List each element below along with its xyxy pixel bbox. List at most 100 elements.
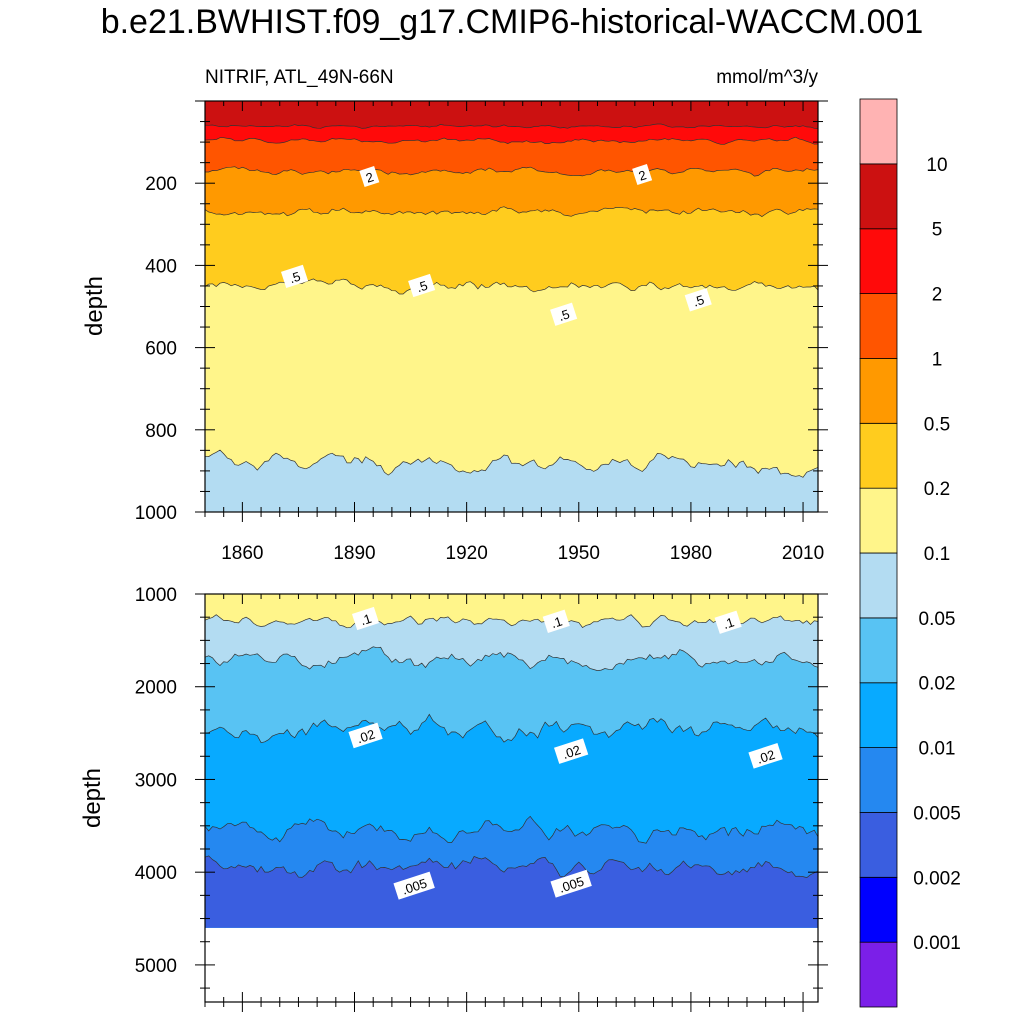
contour-line-0.01 [204,815,819,844]
y-tick-label: 1000 [135,503,177,524]
upper-x-axis: 1860 1890 1920 1950 1980 2010 [204,101,824,564]
lower-panel: .1 .1 .1 .02 .02 .02 .005 .005 1000 2000 3000 4000… [79,585,828,1012]
contour-label-text: .1 [721,614,736,632]
contour-label-text: .5 [691,292,706,310]
upper-left-subtitle: NITRIF, ATL_49N-66N [205,67,394,88]
contour-label: .02 [748,743,783,769]
upper-contour-labels: 2 2 .5 .5 .5 .5 [280,164,712,326]
contour-label-box [348,722,383,749]
lower-y-axis-label: depth [79,768,106,828]
contour-label-box [632,164,653,186]
contour-label-box [280,264,309,289]
y-tick-label: 800 [145,421,177,442]
contour-line-1 [205,166,819,177]
contour-line-0.02 [204,713,819,744]
colorbar: 0.001 0.002 0.005 0.01 0.02 0.05 0.1 0.2 0.5 1 2 5 1… [859,98,961,1008]
contour-label: 2 [632,164,653,186]
contour-label-box [714,610,742,634]
contour-label-text: .5 [414,278,429,296]
upper-contour-fills [204,101,819,512]
colorbar-level-label: 10 [926,155,947,176]
contour-label: .5 [408,273,436,298]
contour-line-0.5 [204,206,819,218]
contour-label: .005 [550,869,592,898]
contour-label: 2 [359,166,380,188]
colorbar-level-label: 5 [932,220,943,241]
contour-label-text: .02 [355,726,377,746]
contour-label: .005 [393,871,435,900]
contour-label-text: .5 [287,269,302,287]
colorbar-swatch [859,876,898,943]
lower-contour-labels: .1 .1 .1 .02 .02 .02 .005 .005 [348,606,783,900]
contour-label-box [393,871,435,900]
y-tick-label: 600 [145,339,177,360]
y-tick-label: 5000 [135,956,177,977]
colorbar-swatch [859,812,898,878]
y-tick-label: 200 [145,174,177,195]
contour-label: .02 [554,738,589,764]
upper-y-axis-label: depth [81,276,108,336]
lower-plot-frame [204,593,819,1003]
contour-label-box [359,166,380,188]
contour-label-box [542,609,570,633]
colorbar-level-label: 1 [932,349,943,370]
contour-label-box [550,869,592,898]
contour-label-text: 2 [637,167,649,184]
colorbar-swatch [859,941,898,1008]
colorbar-level-label: 0.005 [913,803,961,824]
contour-label-box [550,302,578,326]
colorbar-swatch [859,552,898,619]
colorbar-swatch [859,682,898,749]
x-tick-label: 1890 [333,543,375,564]
colorbar-level-label: 2 [932,285,943,306]
y-tick-label: 4000 [135,863,177,884]
colorbar-level-label: 0.002 [913,868,961,889]
colorbar-swatch [859,163,898,230]
colorbar-level-label: 0.001 [913,933,961,954]
contour-label-text: .02 [561,742,583,762]
colorbar-level-label: 0.02 [919,674,956,695]
band-below-0.2 [205,278,818,512]
upper-right-subtitle: mmol/m^3/y [716,67,818,88]
lower-x-axis [204,594,804,1012]
contour-label: .5 [280,264,309,289]
y-tick-label: 3000 [135,770,177,791]
lower-y-axis: 1000 2000 3000 4000 5000 [135,585,828,989]
contour-label-box [684,288,712,312]
colorbar-level-label: 0.5 [924,414,950,435]
colorbar-swatch [859,617,898,684]
contour-label-text: .005 [400,876,429,898]
x-tick-label: 1980 [670,543,712,564]
contour-label-box [351,606,380,631]
upper-panel: NITRIF, ATL_49N-66N mmol/m^3/y 2 2 .5 .5 .5.… [81,67,828,564]
contour-label-box [554,738,589,764]
contour-label: .02 [348,722,383,749]
colorbar-swatch [859,487,898,554]
contour-label-text: 2 [364,169,376,186]
colorbar-swatch [859,228,898,294]
contour-label: .5 [550,302,578,326]
colorbar-level-label: 0.2 [924,479,950,500]
contour-label-box [748,743,783,769]
y-tick-label: 2000 [135,678,177,699]
contour-line-5 [204,123,819,129]
contour-label-text: .5 [556,306,571,324]
contour-label-text: .005 [557,874,586,896]
colorbar-level-label: 0.1 [924,544,950,565]
y-tick-label: 1000 [135,585,177,606]
contour-label: .1 [542,609,570,633]
x-tick-label: 1950 [558,543,600,564]
contour-line-0.1 [204,449,819,478]
colorbar-level-label: 0.01 [919,739,956,760]
colorbar-swatch [859,422,898,489]
contour-label-box [408,273,436,298]
colorbar-swatch [859,293,898,359]
contour-line-2 [204,136,819,145]
colorbar-level-label: 0.05 [919,609,956,630]
contour-label: .5 [684,288,712,312]
upper-y-axis: 200 400 600 800 1000 [135,100,828,524]
contour-label: .1 [714,610,742,634]
colorbar-swatch [859,747,898,813]
colorbar-swatch [859,357,898,424]
